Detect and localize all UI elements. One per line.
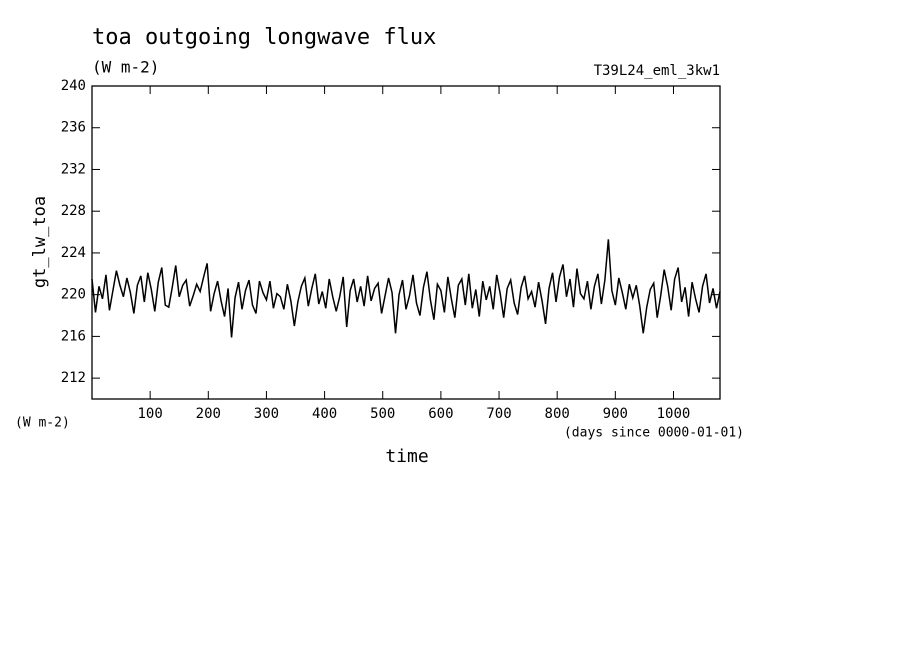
x-tick-label: 300 [254, 406, 279, 422]
x-axis-label: time [385, 446, 428, 467]
x-tick-label: 600 [428, 406, 453, 422]
x-tick-label: 800 [545, 406, 570, 422]
x-tick-label: 400 [312, 406, 337, 422]
y-tick-label: 228 [61, 203, 86, 219]
y-tick-label: 224 [61, 245, 86, 261]
x-tick-label: 200 [196, 406, 221, 422]
x-tick-label: 500 [370, 406, 395, 422]
plot-frame [91, 85, 721, 400]
y-axis-label: gt_lw_toa [30, 196, 50, 288]
x-tick-label: 900 [603, 406, 628, 422]
x-tick-label: 1000 [657, 406, 691, 422]
y-tick-label: 212 [61, 370, 86, 386]
chart-subtitle: (W m-2) [92, 58, 159, 77]
run-label: T39L24_eml_3kw1 [594, 63, 720, 79]
data-line [91, 239, 721, 338]
y-tick-label: 220 [61, 287, 86, 303]
y-unit: (W m-2) [15, 416, 70, 431]
y-tick-label: 232 [61, 161, 86, 177]
chart-title: toa outgoing longwave flux [92, 25, 436, 50]
y-tick-label: 236 [61, 120, 86, 136]
x-tick-label: 700 [486, 406, 511, 422]
y-tick-label: 216 [61, 328, 86, 344]
y-tick-label: 240 [61, 78, 86, 94]
x-tick-label: 100 [137, 406, 162, 422]
x-unit: (days since 0000-01-01) [564, 426, 744, 441]
